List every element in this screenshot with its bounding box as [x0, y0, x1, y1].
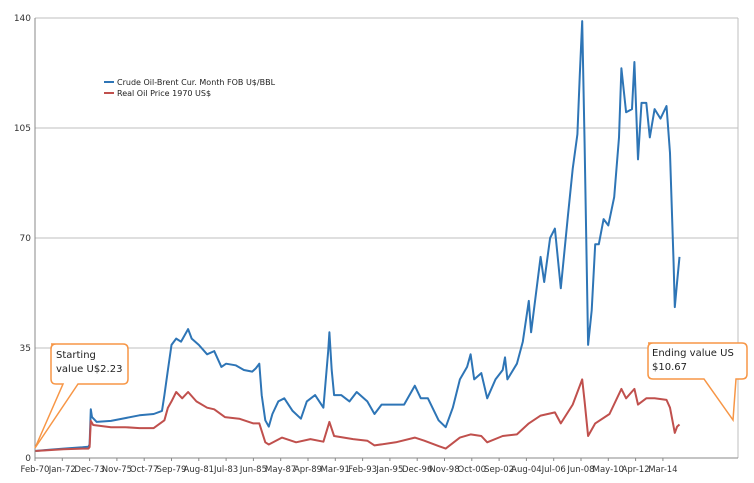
series-line-1: [34, 378, 681, 452]
x-tick-label: Feb-93: [348, 465, 377, 475]
ending-callout-line-1: Ending value US: [652, 348, 734, 359]
series-line-0: [34, 20, 681, 452]
y-tick-label: 0: [25, 454, 31, 464]
gridlines: [35, 17, 739, 458]
x-tick-label: May-10: [593, 465, 624, 475]
y-tick-label: 140: [14, 14, 31, 24]
x-tick-label: Sep-02: [484, 465, 514, 475]
x-tick-label: Mar-91: [321, 465, 350, 475]
x-tick-label: Dec-96: [402, 465, 432, 475]
legend-item-real: Real Oil Price 1970 US$: [104, 89, 211, 98]
x-tick-label: Nov-98: [429, 465, 459, 475]
x-tick-label: Jan-95: [375, 465, 403, 475]
series-lines: [34, 20, 681, 452]
legend-item-crude: Crude Oil-Brent Cur. Month FOB U$/BBL: [104, 78, 276, 87]
x-tick-label: Oct-00: [458, 465, 487, 475]
x-tick-label: Sep-79: [157, 465, 187, 475]
x-tick-label: Dec-73: [74, 465, 104, 475]
y-tick-label: 70: [20, 234, 32, 244]
x-tick-label: Aug-04: [511, 465, 541, 475]
x-tick-label: Mar-14: [648, 465, 677, 475]
y-axis-tick-labels: 0 35 70 105 140: [14, 14, 31, 464]
ending-callout-bubble: [647, 342, 748, 423]
x-tick-label: Apr-89: [294, 465, 322, 475]
y-tick-label: 35: [20, 344, 31, 354]
x-tick-label: Apr-12: [622, 465, 650, 475]
x-tick-label: Jul-83: [213, 465, 238, 475]
legend-label-real: Real Oil Price 1970 US$: [117, 89, 211, 98]
x-tick-label: Jan-72: [48, 465, 76, 475]
x-tick-label: Oct-77: [130, 465, 159, 475]
starting-callout-bubble: [34, 343, 129, 449]
x-tick-label: Aug-81: [184, 465, 214, 475]
ending-callout-line-2: $10.67: [652, 362, 687, 373]
starting-callout-line-1: Starting: [56, 350, 96, 361]
x-tick-label: Jul-06: [541, 465, 566, 475]
starting-callout: Starting value U$2.23: [34, 343, 129, 449]
y-tick-label: 105: [14, 124, 31, 134]
x-tick-label: Feb-70: [21, 465, 50, 475]
x-tick-label: Jun-85: [239, 465, 267, 475]
x-tick-label: Jun-08: [566, 465, 594, 475]
legend: Crude Oil-Brent Cur. Month FOB U$/BBL Re…: [104, 78, 276, 98]
x-tick-label: Nov-75: [102, 465, 132, 475]
starting-callout-line-2: value U$2.23: [56, 364, 122, 375]
x-axis-tick-labels: Feb-70 Jan-72Dec-73Nov-75Oct-77Sep-79Aug-…: [21, 458, 678, 475]
legend-label-crude: Crude Oil-Brent Cur. Month FOB U$/BBL: [117, 78, 276, 87]
x-tick-label: May-87: [265, 465, 296, 475]
ending-callout: Ending value US $10.67: [647, 342, 748, 423]
